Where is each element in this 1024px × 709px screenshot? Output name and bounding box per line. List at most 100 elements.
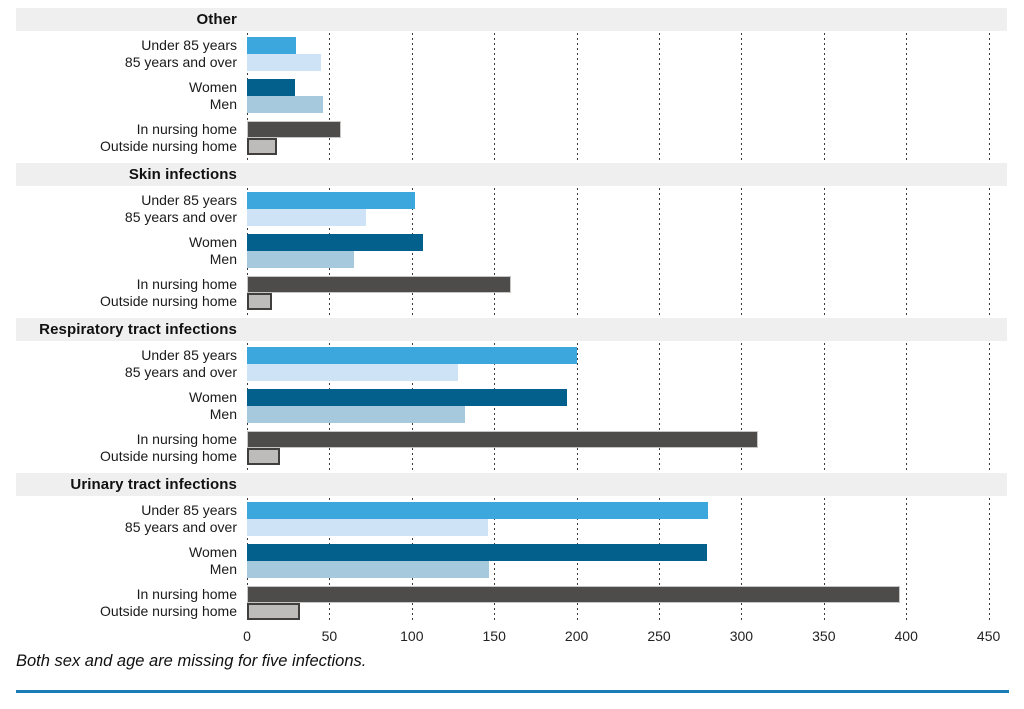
bar-in_nursing_home bbox=[247, 431, 758, 448]
plot-cell bbox=[247, 54, 1007, 71]
bar-men bbox=[247, 406, 465, 423]
section-title: Urinary tract infections bbox=[70, 476, 237, 493]
x-axis: 0 50 100 150 200 250 300 350 400 450 bbox=[243, 628, 1007, 646]
bar-row: 85 years and over bbox=[16, 209, 1007, 226]
section-title: Skin infections bbox=[128, 166, 237, 183]
bar-row: Under 85 years bbox=[16, 37, 1007, 54]
section-header-band: Respiratory tract infections bbox=[16, 318, 1007, 341]
bar-pair-group: In nursing home Outside nursing home bbox=[16, 431, 1007, 465]
bar-outside_nursing_home bbox=[247, 293, 272, 310]
bar-pair-group: Under 85 years 85 years and over bbox=[16, 37, 1007, 71]
bar-row: Under 85 years bbox=[16, 347, 1007, 364]
bar-women bbox=[247, 544, 707, 561]
bar-row: Outside nursing home bbox=[16, 603, 1007, 620]
bar-label: In nursing home bbox=[136, 276, 237, 292]
bar-label: In nursing home bbox=[136, 586, 237, 602]
bar-pair-group: Women Men bbox=[16, 544, 1007, 578]
bar-row: Women bbox=[16, 234, 1007, 251]
x-axis-tick-label: 150 bbox=[482, 628, 506, 644]
plot-cell bbox=[247, 448, 1007, 465]
bar-pair-group: Under 85 years 85 years and over bbox=[16, 192, 1007, 226]
bar-label: In nursing home bbox=[136, 431, 237, 447]
bar-85_and_over bbox=[247, 54, 322, 71]
bar-label: Under 85 years bbox=[141, 192, 237, 208]
chart-section: Other Under 85 years 85 years and over Wome… bbox=[16, 8, 1007, 155]
plot-cell bbox=[247, 121, 1007, 138]
bar-pair-group: Women Men bbox=[16, 234, 1007, 268]
bar-outside_nursing_home bbox=[247, 138, 277, 155]
bar-row: 85 years and over bbox=[16, 364, 1007, 381]
x-axis-tick-label: 450 bbox=[976, 628, 1001, 644]
bar-label: Men bbox=[209, 406, 237, 422]
bar-women bbox=[247, 79, 295, 96]
bar-men bbox=[247, 251, 355, 268]
x-axis-tick-label: 350 bbox=[812, 628, 836, 644]
plot-cell bbox=[247, 561, 1007, 578]
plot-cell bbox=[247, 293, 1007, 310]
bar-under_85 bbox=[247, 37, 297, 54]
x-axis-tick-label: 300 bbox=[729, 628, 754, 644]
section-header-band: Skin infections bbox=[16, 163, 1007, 186]
bar-pair-group: In nursing home Outside nursing home bbox=[16, 586, 1007, 620]
bar-label: Men bbox=[209, 251, 237, 267]
section-header-band: Other bbox=[16, 8, 1007, 31]
bar-in_nursing_home bbox=[247, 586, 900, 603]
plot-cell bbox=[247, 364, 1007, 381]
x-axis-tick-label: 50 bbox=[321, 628, 338, 644]
plot-cell bbox=[247, 251, 1007, 268]
plot-cell bbox=[247, 192, 1007, 209]
bar-row: In nursing home bbox=[16, 276, 1007, 293]
plot-cell bbox=[247, 276, 1007, 293]
chart-section: Skin infections Under 85 years 85 years an… bbox=[16, 163, 1007, 310]
bar-label: Under 85 years bbox=[141, 347, 237, 363]
bar-85_and_over bbox=[247, 519, 488, 536]
bar-label: Men bbox=[209, 561, 237, 577]
bar-label: Under 85 years bbox=[141, 502, 237, 518]
grouped-bar-chart: Other Under 85 years 85 years and over Wome… bbox=[16, 8, 1007, 646]
bar-label: Women bbox=[189, 79, 237, 95]
bar-in_nursing_home bbox=[247, 276, 511, 293]
plot-cell bbox=[247, 544, 1007, 561]
bar-label: Men bbox=[209, 96, 237, 112]
bar-row: Under 85 years bbox=[16, 192, 1007, 209]
bar-label: Women bbox=[189, 389, 237, 405]
chart-section: Urinary tract infections Under 85 years 85… bbox=[16, 473, 1007, 620]
bar-in_nursing_home bbox=[247, 121, 341, 138]
bar-label: In nursing home bbox=[136, 121, 237, 137]
bar-under_85 bbox=[247, 192, 416, 209]
bar-row: Men bbox=[16, 561, 1007, 578]
chart-sections: Other Under 85 years 85 years and over Wome… bbox=[16, 8, 1007, 620]
bar-label: Women bbox=[189, 234, 237, 250]
bottom-accent-rule bbox=[16, 690, 1009, 693]
plot-cell bbox=[247, 96, 1007, 113]
bar-label: 85 years and over bbox=[124, 364, 237, 380]
bar-row: In nursing home bbox=[16, 121, 1007, 138]
section-header-band: Urinary tract infections bbox=[16, 473, 1007, 496]
section-title: Respiratory tract infections bbox=[39, 321, 237, 338]
bar-label: 85 years and over bbox=[124, 519, 237, 535]
plot-cell bbox=[247, 431, 1007, 448]
bar-label: Outside nursing home bbox=[100, 293, 237, 309]
plot-cell bbox=[247, 37, 1007, 54]
bar-85_and_over bbox=[247, 209, 366, 226]
bar-women bbox=[247, 389, 567, 406]
bar-women bbox=[247, 234, 424, 251]
bar-row: 85 years and over bbox=[16, 519, 1007, 536]
plot-cell bbox=[247, 519, 1007, 536]
bar-row: Men bbox=[16, 251, 1007, 268]
bar-pair-group: Under 85 years 85 years and over bbox=[16, 347, 1007, 381]
plot-cell bbox=[247, 389, 1007, 406]
plot-cell bbox=[247, 347, 1007, 364]
bar-label: Outside nursing home bbox=[100, 603, 237, 619]
bar-row: Under 85 years bbox=[16, 502, 1007, 519]
bar-label: 85 years and over bbox=[124, 209, 237, 225]
bar-row: Men bbox=[16, 96, 1007, 113]
bar-85_and_over bbox=[247, 364, 458, 381]
bar-row: Women bbox=[16, 389, 1007, 406]
x-axis-tick-label: 100 bbox=[400, 628, 424, 644]
plot-cell bbox=[247, 502, 1007, 519]
section-title: Other bbox=[196, 11, 237, 28]
bar-pair-group: Women Men bbox=[16, 79, 1007, 113]
bar-outside_nursing_home bbox=[247, 448, 280, 465]
bar-row: Women bbox=[16, 544, 1007, 561]
